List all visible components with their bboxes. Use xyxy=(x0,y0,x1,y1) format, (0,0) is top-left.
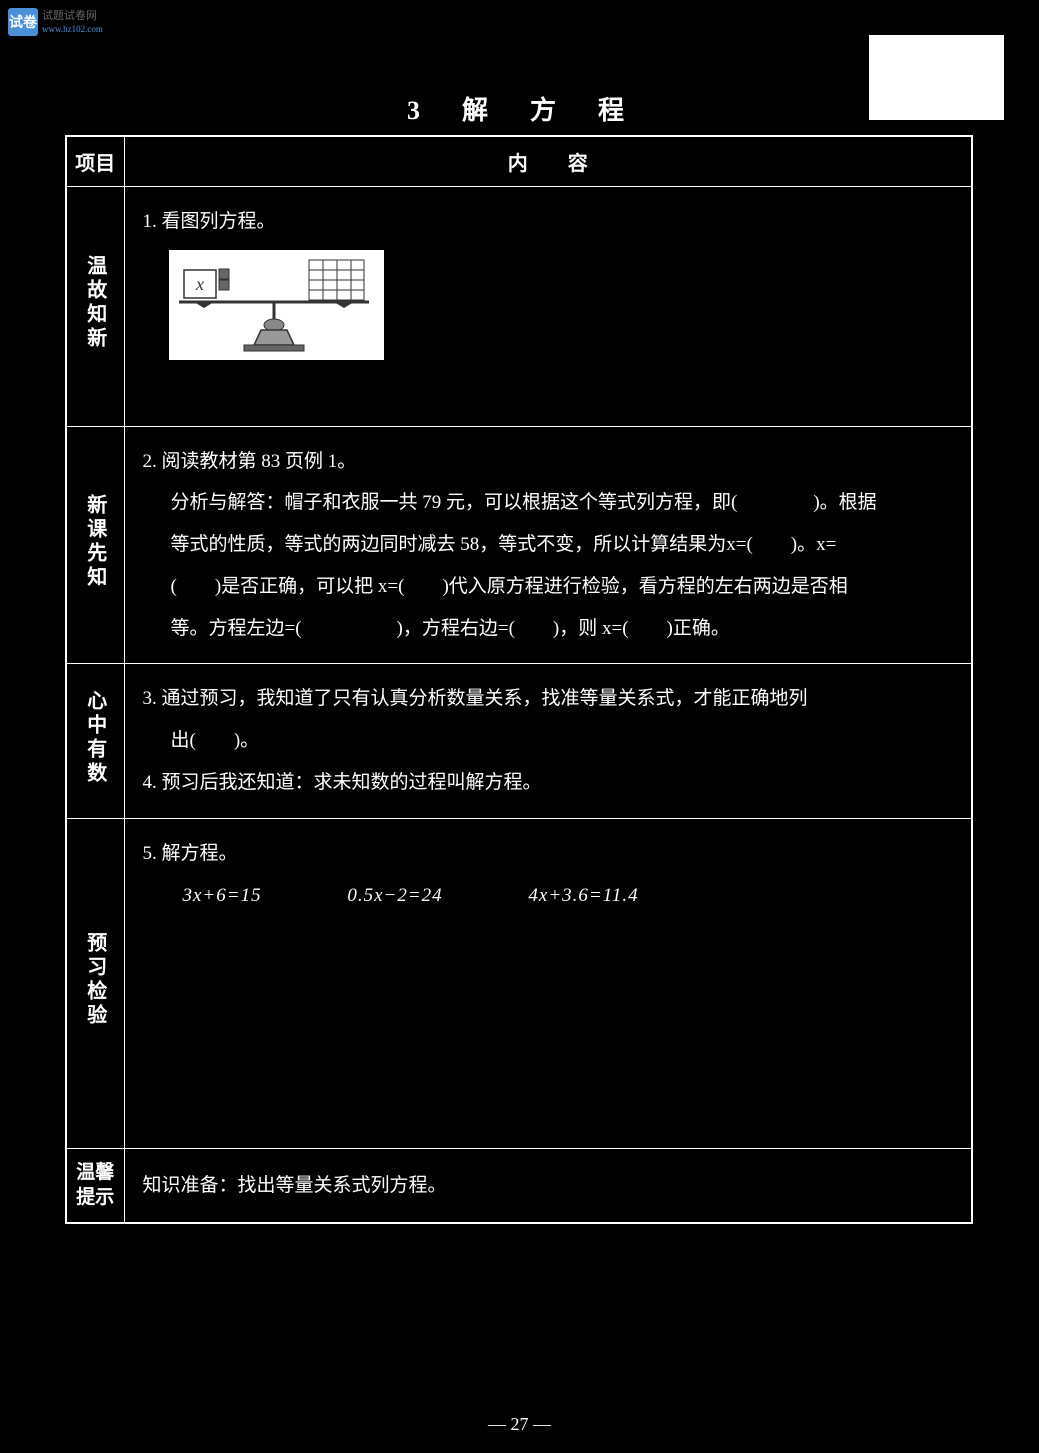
row-label-3: 心中有数 xyxy=(66,664,124,818)
line: 出( )。 xyxy=(143,730,260,751)
logo-url: www.hz102.com xyxy=(42,24,103,34)
row-content-2: 2. 阅读教材第 83 页例 1。 分析与解答：帽子和衣服一共 79 元，可以根… xyxy=(124,426,972,664)
item-num: 3. xyxy=(143,688,157,709)
table-row: 温馨提示 知识准备：找出等量关系式列方程。 xyxy=(66,1148,972,1223)
main-table: 项目 内 容 温故知新 1. 看图列方程。 x xyxy=(65,135,973,1224)
logo-text: 试题试卷网 xyxy=(42,10,103,23)
table-header-row: 项目 内 容 xyxy=(66,136,972,186)
logo-text-wrap: 试题试卷网 www.hz102.com xyxy=(42,10,103,33)
equation: 0.5x−2=24 xyxy=(347,875,442,917)
row-content-1: 1. 看图列方程。 x xyxy=(124,186,972,426)
vertical-label: 预习检验 xyxy=(81,932,110,1028)
item-num: 5. xyxy=(143,843,157,864)
item-text: 解方程。 xyxy=(162,843,238,864)
svg-text:x: x xyxy=(195,274,204,294)
table-row: 新课先知 2. 阅读教材第 83 页例 1。 分析与解答：帽子和衣服一共 79 … xyxy=(66,426,972,664)
logo-icon: 试卷 xyxy=(8,8,38,36)
label-text: 温馨提示 xyxy=(76,1162,114,1208)
line: 等式的性质，等式的两边同时减去 58，等式不变，所以计算结果为x=( )。x= xyxy=(171,534,837,555)
vertical-label: 心中有数 xyxy=(81,690,110,786)
item-num: 1. xyxy=(143,211,157,232)
item-num: 2. xyxy=(143,451,157,472)
line: 等。方程左边=( )，方程右边=( )，则 x=( )正确。 xyxy=(171,618,730,639)
vertical-label: 温故知新 xyxy=(81,255,110,351)
row-label-4: 预习检验 xyxy=(66,818,124,1148)
row-label-1: 温故知新 xyxy=(66,186,124,426)
equation: 4x+3.6=11.4 xyxy=(528,875,638,917)
item-text: 看图列方程。 xyxy=(162,211,276,232)
item-num: 4. xyxy=(143,772,157,793)
row-label-5: 温馨提示 xyxy=(66,1148,124,1223)
line: 通过预习，我知道了只有认真分析数量关系，找准等量关系式，才能正确地列 xyxy=(162,688,808,709)
line: 知识准备：找出等量关系式列方程。 xyxy=(143,1175,447,1196)
page-title: 3 解 方 程 xyxy=(0,90,1039,127)
header-col1: 项目 xyxy=(66,136,124,186)
page-number: — 27 — xyxy=(0,1414,1039,1435)
table-row: 温故知新 1. 看图列方程。 x xyxy=(66,186,972,426)
line: 预习后我还知道：求未知数的过程叫解方程。 xyxy=(162,772,542,793)
table-row: 心中有数 3. 通过预习，我知道了只有认真分析数量关系，找准等量关系式，才能正确… xyxy=(66,664,972,818)
line: 阅读教材第 83 页例 1。 xyxy=(162,451,357,472)
line: 分析与解答：帽子和衣服一共 79 元，可以根据这个等式列方程，即( )。根据 xyxy=(171,492,877,513)
logo-area: 试卷 试题试卷网 www.hz102.com xyxy=(8,8,103,36)
row-content-4: 5. 解方程。 3x+6=15 0.5x−2=24 4x+3.6=11.4 xyxy=(124,818,972,1148)
line: ( )是否正确，可以把 x=( )代入原方程进行检验，看方程的左右两边是否相 xyxy=(171,576,848,597)
table-row: 预习检验 5. 解方程。 3x+6=15 0.5x−2=24 4x+3.6=11… xyxy=(66,818,972,1148)
row-content-3: 3. 通过预习，我知道了只有认真分析数量关系，找准等量关系式，才能正确地列 出(… xyxy=(124,664,972,818)
row-label-2: 新课先知 xyxy=(66,426,124,664)
header-col2: 内 容 xyxy=(124,136,972,186)
row-content-5: 知识准备：找出等量关系式列方程。 xyxy=(124,1148,972,1223)
vertical-label: 新课先知 xyxy=(81,494,110,590)
equation: 3x+6=15 xyxy=(183,875,262,917)
balance-image: x xyxy=(169,250,384,360)
